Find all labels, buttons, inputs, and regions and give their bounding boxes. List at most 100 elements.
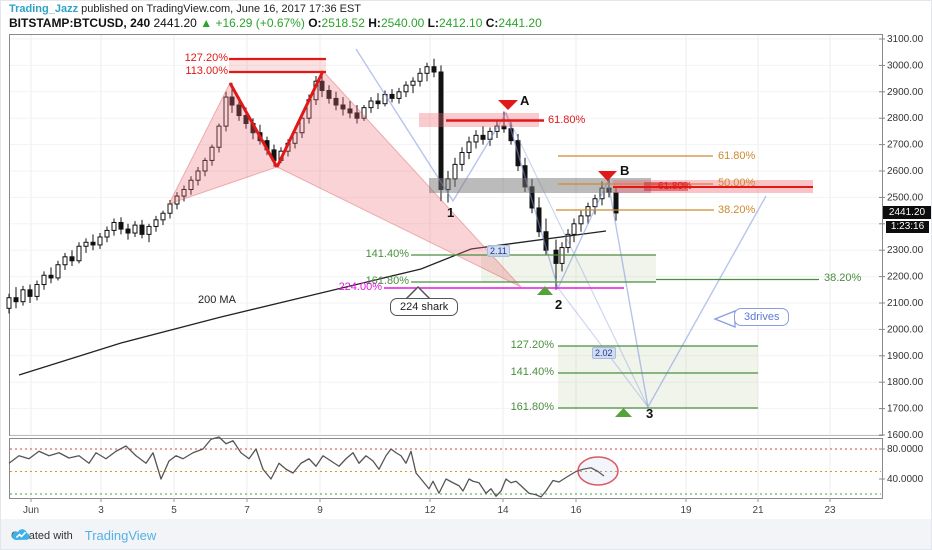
candle-body	[97, 236, 103, 246]
candle-body	[473, 134, 479, 143]
price-tick-label: 2800.00	[887, 113, 924, 124]
time-tick-label: 21	[752, 505, 764, 516]
overlay-polygon	[537, 286, 553, 295]
fib-label-3820-orange: 38.20%	[718, 204, 756, 216]
candle-body	[229, 96, 235, 106]
time-tick-label: Jun	[23, 505, 39, 516]
fib-label-12720-top: 127.20%	[184, 52, 228, 64]
last-price: 2441.20	[153, 16, 197, 30]
candle-body	[104, 229, 110, 238]
ratio-badge-202: 2.02	[592, 347, 616, 359]
ma200-label: 200 MA	[198, 294, 236, 306]
candle-body	[578, 215, 584, 225]
price-tick-label: 2300.00	[887, 245, 924, 256]
candle-body	[565, 233, 571, 249]
candle-body	[347, 108, 353, 114]
candle-body	[146, 225, 152, 235]
published-text: published on TradingView.com, June 16, 2…	[78, 3, 362, 15]
candle-body	[243, 115, 249, 124]
candle-body	[34, 284, 40, 297]
point-label-b: B	[620, 163, 630, 178]
candle-body	[188, 179, 194, 190]
candle-body	[326, 89, 332, 99]
candle-body	[459, 152, 465, 165]
candle-body	[111, 221, 117, 231]
candle-body	[209, 146, 215, 161]
symbol-ohlc-bar: BITSTAMP:BTCUSD, 240 2441.20 ▲ +16.29 (+…	[9, 16, 542, 30]
candle-body	[585, 206, 591, 217]
candle-body	[396, 91, 402, 99]
candle-body	[375, 100, 381, 105]
candle-body	[20, 289, 26, 303]
time-tick-label: 7	[244, 505, 250, 516]
open-label: O:	[308, 16, 322, 30]
footer-bar: Created with TradingView	[1, 519, 931, 549]
close-label: C:	[485, 16, 499, 30]
high-label: H:	[368, 16, 381, 30]
candle-body	[216, 125, 222, 148]
candle-body	[452, 163, 458, 180]
candle-body	[90, 241, 96, 246]
candle-body	[368, 100, 374, 109]
candle-body	[202, 159, 208, 172]
candle-body	[139, 224, 145, 235]
candle-body	[340, 104, 346, 110]
high-value: 2540.00	[380, 16, 425, 30]
fib-label-6180-a: 61.80%	[548, 114, 586, 126]
candle-body	[536, 207, 542, 233]
price-tick-label: 3000.00	[887, 60, 924, 71]
overlay-polygon	[168, 81, 278, 205]
candle-body	[41, 274, 47, 286]
price-tick-label: 2100.00	[887, 298, 924, 309]
candle-body	[553, 249, 559, 264]
overlay-polygon	[615, 408, 632, 417]
candle-body	[69, 256, 75, 262]
candle-body	[403, 84, 409, 93]
candle-body	[480, 134, 486, 140]
price-tick-label: 2600.00	[887, 166, 924, 177]
overlay-band	[229, 59, 326, 72]
point-label-2: 2	[555, 297, 563, 312]
candle-body	[118, 221, 124, 230]
price-tick-label: 1700.00	[887, 404, 924, 415]
candle-body	[27, 289, 33, 297]
ma200-line	[18, 230, 607, 376]
candle-body	[592, 198, 598, 208]
candle-body	[236, 104, 242, 117]
candle-body	[431, 66, 437, 73]
overlay-line	[505, 112, 649, 408]
change-text: +16.29 (+0.67%)	[215, 16, 305, 30]
point-label-a: A	[520, 93, 530, 108]
price-tick-label: 1800.00	[887, 377, 924, 388]
time-tick-label: 5	[171, 505, 177, 516]
candle-body	[571, 223, 577, 235]
candle-body	[181, 188, 187, 197]
candle-body	[333, 97, 339, 106]
overlay-polygon	[713, 310, 736, 328]
indicator-axis-label: 40.0000	[887, 474, 924, 485]
up-arrow-icon: ▲	[200, 16, 213, 30]
indicator-highlight-ellipse	[577, 456, 619, 486]
tradingview-brand-link[interactable]: TradingView	[84, 528, 157, 543]
candle-body	[501, 125, 507, 130]
low-value: 2412.10	[439, 16, 483, 30]
fib-label-11300-top: 113.00%	[185, 65, 228, 77]
price-tick-label: 1900.00	[887, 351, 924, 362]
candle-body	[13, 297, 19, 303]
fib-label-5000-orange: 50.00%	[718, 177, 756, 189]
indicator-line	[8, 436, 605, 498]
candle-body	[354, 112, 360, 119]
candle-body	[417, 72, 423, 82]
overlay-polygon	[498, 100, 518, 110]
price-tick-label: 2900.00	[887, 87, 924, 98]
indicator-axis-label: 80.0000	[887, 444, 924, 455]
price-tick-label: 1600.00	[887, 430, 924, 441]
username-link[interactable]: Trading_Jazz	[9, 3, 79, 15]
candle-body	[83, 241, 89, 247]
candle-body	[55, 264, 61, 279]
candle-body	[389, 93, 395, 99]
close-value: 2441.20	[498, 16, 542, 30]
candle-body	[62, 256, 68, 266]
callout-224-shark: 224 shark	[390, 298, 459, 316]
